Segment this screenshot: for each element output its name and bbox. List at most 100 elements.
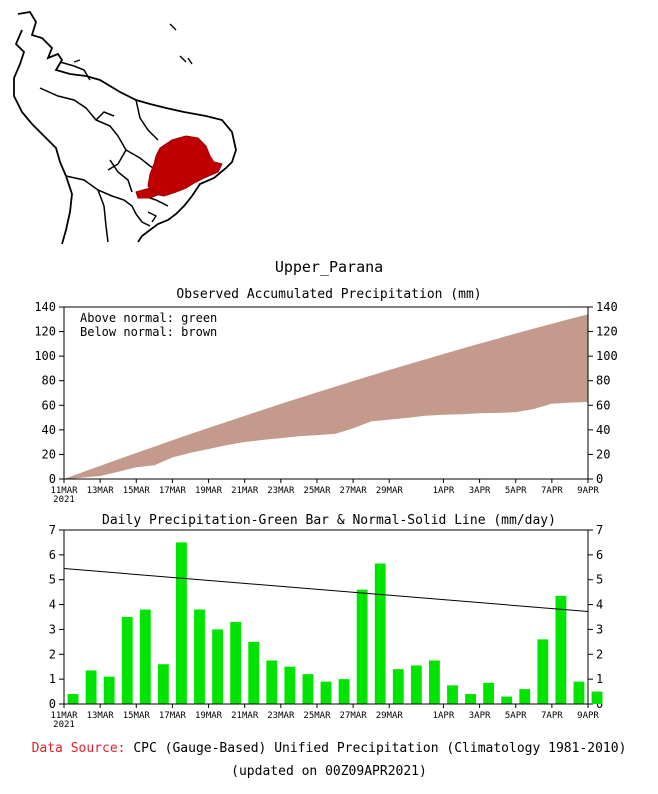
plot-frame — [63, 306, 589, 480]
x-tick-label: 25MAR — [303, 486, 331, 496]
year-label: 2021 — [53, 495, 75, 505]
x-tick-label: 17MAR — [159, 486, 187, 496]
daily-bar — [139, 609, 151, 704]
daily-bar — [356, 589, 368, 704]
y-tick-label-right: 120 — [596, 325, 618, 339]
y-tick-label-right: 3 — [596, 622, 603, 636]
x-tick-label: 1APR — [433, 711, 455, 721]
daily-bar — [176, 542, 187, 704]
data-source-text: CPC (Gauge-Based) Unified Precipitation … — [133, 741, 627, 756]
x-tick-label: 19MAR — [195, 486, 223, 496]
normal-line — [63, 568, 589, 613]
x-tick-label: 13MAR — [87, 711, 115, 721]
daily-bar — [537, 639, 549, 704]
y-tick-label-right: 4 — [596, 598, 603, 612]
x-tick-label: 29MAR — [376, 486, 404, 496]
y-tick-label-left: 3 — [49, 622, 56, 636]
daily-bar — [428, 660, 440, 704]
y-tick-label-right: 7 — [596, 523, 603, 537]
x-tick-label: 19MAR — [195, 711, 223, 721]
y-tick-label-left: 100 — [34, 349, 56, 363]
daily-bar — [501, 696, 513, 704]
daily-bar — [320, 681, 332, 704]
daily-bar — [555, 595, 567, 704]
year-label: 2021 — [53, 720, 75, 730]
daily-bar — [374, 563, 386, 704]
x-tick-label: 13MAR — [87, 486, 115, 496]
x-tick-label: 23MAR — [267, 711, 295, 721]
x-tick-label: 3APR — [469, 711, 491, 721]
y-tick-label-left: 0 — [49, 697, 56, 711]
y-tick-label-left: 80 — [42, 374, 56, 388]
basin-title: Upper_Parana — [274, 258, 384, 276]
daily-bar — [465, 694, 476, 704]
plot-frame — [63, 529, 589, 705]
y-tick-label-left: 60 — [42, 398, 56, 412]
y-tick-label-left: 7 — [49, 523, 56, 537]
daily-bar — [212, 629, 224, 704]
west-coast — [13, 29, 73, 245]
daily-bar — [230, 621, 242, 704]
y-tick-label-left: 4 — [49, 598, 56, 612]
y-tick-label-left: 1 — [49, 672, 56, 686]
y-tick-label-left: 40 — [42, 423, 56, 437]
x-tick-label: 1APR — [433, 486, 455, 496]
y-tick-label-left: 20 — [42, 447, 56, 461]
coast-details — [73, 23, 193, 223]
daily-bar — [103, 676, 115, 704]
x-tick-label: 21MAR — [231, 711, 259, 721]
x-tick-label: 23MAR — [267, 486, 295, 496]
y-tick-label-right: 5 — [596, 573, 603, 587]
y-tick-label-left: 120 — [34, 325, 56, 339]
x-tick-label: 21MAR — [231, 486, 259, 496]
daily-bar — [519, 689, 531, 704]
data-source-label: Data Source: — [31, 741, 126, 756]
continent-outline — [17, 11, 237, 243]
daily-bar — [248, 641, 260, 704]
daily-bar — [483, 682, 495, 704]
daily-bar — [302, 674, 314, 704]
x-tick-label: 3APR — [469, 486, 491, 496]
daily-bar — [447, 685, 458, 704]
observed-line — [63, 400, 589, 480]
y-tick-label-right: 20 — [596, 447, 610, 461]
x-tick-label: 17MAR — [159, 711, 187, 721]
x-tick-label: 27MAR — [340, 711, 368, 721]
y-tick-label-right: 40 — [596, 423, 610, 437]
y-tick-label-right: 100 — [596, 349, 618, 363]
daily-bar — [85, 670, 97, 704]
y-tick-label-left: 140 — [34, 300, 56, 314]
x-tick-label: 15MAR — [123, 486, 151, 496]
daily-precip-chart: 001122334455667711MAR13MAR15MAR17MAR19MA… — [49, 523, 603, 730]
updated-note: (updated on 00Z09APR2021) — [231, 764, 427, 779]
y-tick-label-right: 2 — [596, 647, 603, 661]
y-tick-label-right: 80 — [596, 374, 610, 388]
y-tick-label-left: 6 — [49, 548, 56, 562]
x-tick-label: 29MAR — [376, 711, 404, 721]
daily-bar — [410, 665, 422, 704]
daily-bar — [157, 664, 169, 704]
x-tick-label: 7APR — [541, 711, 563, 721]
x-tick-label: 25MAR — [303, 711, 331, 721]
x-tick-label: 11MAR — [50, 711, 78, 721]
daily-chart-title: Daily Precipitation-Green Bar & Normal-S… — [102, 513, 556, 528]
daily-bar — [284, 666, 296, 704]
below-normal-area — [64, 314, 588, 479]
x-tick-label: 9APR — [577, 711, 599, 721]
x-tick-label: 27MAR — [340, 486, 368, 496]
daily-bar — [591, 691, 603, 704]
x-tick-label: 11MAR — [50, 486, 78, 496]
legend-above: Above normal: green — [80, 311, 217, 325]
daily-bar — [194, 609, 205, 704]
x-tick-label: 7APR — [541, 486, 563, 496]
daily-bar — [392, 669, 404, 704]
y-tick-label-right: 140 — [596, 300, 618, 314]
y-tick-label-left: 5 — [49, 573, 56, 587]
y-tick-label-right: 0 — [596, 472, 603, 486]
south-america-map — [13, 11, 237, 245]
x-tick-label: 5APR — [505, 711, 527, 721]
daily-bar — [121, 617, 133, 704]
daily-bar — [338, 679, 350, 704]
y-tick-label-right: 6 — [596, 548, 603, 562]
daily-bar — [573, 681, 585, 704]
